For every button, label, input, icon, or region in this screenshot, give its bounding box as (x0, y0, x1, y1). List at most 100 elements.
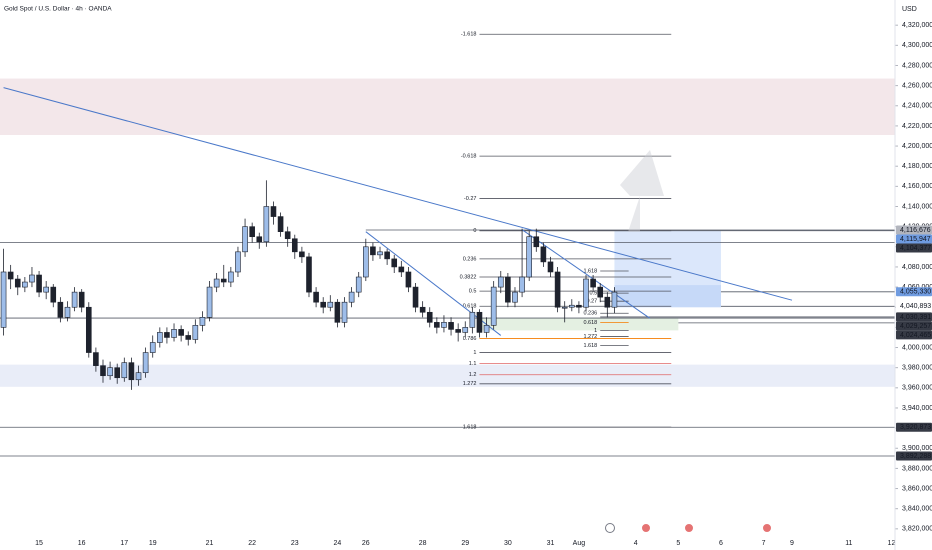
candle-body (121, 362, 128, 379)
candle-body (384, 251, 390, 260)
x-tick-label: 23 (291, 540, 299, 547)
candle-body (462, 327, 469, 333)
x-tick-label: 29 (461, 540, 469, 547)
candle-body (533, 236, 540, 248)
event-icon[interactable] (641, 523, 651, 533)
candle-body (526, 236, 532, 278)
x-tick-label: 9 (790, 540, 794, 547)
trendline (3, 87, 793, 301)
price-label-box (896, 225, 932, 235)
candle-body (57, 301, 64, 318)
candle-body (469, 311, 476, 328)
candle-body (263, 206, 270, 243)
candle-body (455, 329, 461, 333)
zone (479, 318, 679, 331)
candle-body (85, 306, 92, 353)
zone (614, 285, 721, 308)
price-label-box (896, 321, 932, 331)
y-tick-label: 3,880,000 (902, 465, 932, 472)
candle-body (228, 271, 234, 283)
candle-body (313, 291, 319, 303)
candle-body (327, 301, 334, 308)
fib-label: 0.236 (463, 256, 477, 262)
candle-body (277, 216, 284, 232)
candle-body (370, 246, 376, 256)
event-icon[interactable] (684, 523, 694, 533)
candle-body (164, 332, 170, 338)
background (0, 78, 895, 387)
candle-body (391, 258, 398, 268)
y-tick-label: 4,200,000 (902, 143, 932, 150)
candle-body (490, 286, 497, 326)
fib-label: 1.1 (469, 361, 477, 367)
candle-body (22, 281, 28, 288)
x-tick-label: 17 (120, 540, 128, 547)
fib-label: 0.5 (469, 289, 477, 295)
candle-body (540, 246, 547, 263)
x-tick-label: 28 (419, 540, 427, 547)
candle-body (242, 226, 248, 253)
event-icon[interactable] (605, 523, 615, 533)
zone (0, 364, 895, 387)
price-label-box (896, 287, 932, 297)
y-tick-label: 4,220,000 (902, 123, 932, 130)
fib-label: -0.618 (461, 154, 477, 160)
candle-body (554, 271, 561, 308)
plot: 4,320,000 4,300,000 4,280,000 4,260,000 4,24… (0, 22, 932, 547)
currency-label: USD (902, 6, 917, 13)
candle-body (519, 276, 525, 293)
y-tick-label: 4,140,000 (902, 203, 932, 210)
candle-body (306, 256, 312, 293)
candle-body (93, 352, 99, 366)
fib-label: 0.27 (586, 299, 597, 305)
candle-body (284, 231, 291, 240)
x-tick-label: 19 (149, 540, 157, 547)
event-icon[interactable] (762, 523, 772, 533)
price-label: 3,892,288 (900, 453, 931, 460)
candle-body (114, 367, 121, 379)
y-tick-label: 3,860,000 (902, 485, 932, 492)
fib-label: 1.618 (583, 343, 597, 349)
x-tick-label: 30 (504, 540, 512, 547)
x-tick-label: 4 (634, 540, 638, 547)
x-tick-label: 16 (78, 540, 86, 547)
price-label: 4,115,947 (900, 236, 931, 243)
candle-body (426, 311, 433, 323)
candle-body (213, 278, 220, 288)
x-tick-label: 24 (334, 540, 342, 547)
candle-body (476, 311, 483, 333)
candle-body (405, 271, 412, 288)
y-tick-label: 3,900,000 (902, 445, 932, 452)
chart-title: Gold Spot / U.S. Dollar · 4h · OANDA (4, 6, 112, 13)
fib-label: 0.3822 (460, 274, 477, 280)
candle-body (192, 325, 199, 340)
candle-body (220, 278, 227, 283)
y-tick-label: 4,320,000 (902, 22, 932, 29)
projection-arrow (620, 150, 664, 232)
price-label: 4,104,377 (900, 245, 931, 252)
fib-label: 0.5 (590, 291, 598, 297)
candle-body (483, 325, 490, 333)
y-tick-label: 3,840,000 (902, 506, 932, 513)
y-tick-label: 3,820,000 (902, 526, 932, 533)
fib-label: 1.272 (463, 381, 477, 387)
candle-body (611, 291, 618, 308)
y-tick-label: 4,160,000 (902, 183, 932, 190)
candle-body (185, 335, 192, 340)
y-tick-label: 4,240,000 (902, 103, 932, 110)
candle-body (299, 251, 305, 258)
candle-body (505, 276, 511, 303)
candle-body (355, 276, 362, 293)
candle-body (270, 206, 277, 217)
x-tick-label: 5 (676, 540, 680, 547)
fib-label: 0.618 (583, 320, 597, 326)
price-label-box (896, 234, 932, 244)
price-label: 4,055,330 (900, 289, 931, 296)
candle-body (512, 291, 518, 303)
candle-body (434, 322, 440, 328)
price-label: 4,040,893 (900, 303, 931, 310)
candle-body (547, 261, 554, 273)
x-tick-label: 21 (206, 540, 214, 547)
price-label: 4,116,676 (900, 227, 931, 234)
